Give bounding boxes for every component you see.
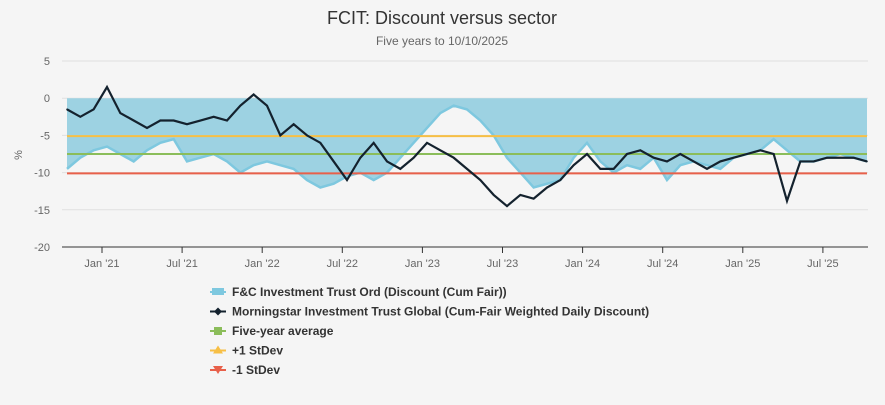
x-tick-label: Jul '22 (327, 258, 358, 270)
x-tick-label: Jul '21 (166, 258, 197, 270)
data-point (666, 160, 668, 163)
data-point (839, 156, 842, 159)
data-point (426, 142, 428, 144)
legend-marker-icon (212, 288, 224, 295)
y-axis-label: % (13, 150, 25, 160)
x-tick-label: Jan '21 (84, 258, 119, 270)
y-tick-label: 5 (44, 56, 50, 68)
triangle-up-icon (213, 345, 223, 354)
data-point (586, 153, 588, 155)
data-point (266, 104, 268, 107)
data-point (826, 156, 828, 159)
legend-item[interactable]: Five-year average (210, 324, 334, 338)
x-tick-label: Jan '24 (565, 258, 600, 270)
data-point (599, 168, 602, 170)
data-point (772, 153, 775, 155)
data-point (132, 119, 135, 122)
data-point (346, 179, 348, 181)
series-area-trust (67, 98, 867, 188)
data-point (679, 153, 682, 155)
data-point (519, 194, 522, 196)
data-point (452, 156, 455, 159)
data-point (492, 194, 495, 196)
data-point (612, 168, 615, 170)
x-tick-label: Jul '24 (647, 258, 678, 270)
data-point (639, 149, 642, 152)
data-point (386, 160, 388, 163)
legend-marker-icon (214, 307, 222, 316)
data-point (692, 160, 695, 163)
legend-label: F&C Investment Trust Ord (Discount (Cum … (232, 285, 507, 299)
legend-item[interactable]: F&C Investment Trust Ord (Discount (Cum … (210, 285, 507, 299)
data-point (559, 179, 562, 181)
data-point (319, 142, 322, 144)
y-tick-label: -10 (34, 168, 50, 180)
chart-subtitle: Five years to 10/10/2025 (376, 34, 508, 48)
data-point (359, 156, 362, 159)
data-point (799, 160, 802, 163)
x-tick-label: Jul '25 (807, 258, 838, 270)
data-point (119, 112, 122, 114)
legend-marker-icon (214, 327, 222, 335)
data-point (79, 116, 82, 118)
data-point (652, 156, 655, 159)
data-point (746, 153, 748, 155)
data-point (372, 142, 375, 144)
data-point (852, 156, 855, 159)
data-point (399, 168, 402, 170)
data-point (226, 119, 228, 122)
data-point (866, 160, 868, 163)
data-point (252, 93, 255, 96)
data-point (812, 160, 815, 163)
data-point (786, 200, 788, 202)
data-point (706, 168, 708, 170)
legend-item[interactable]: Morningstar Investment Trust Global (Cum… (210, 305, 649, 319)
x-tick-label: Jul '23 (487, 258, 518, 270)
x-tick-label: Jan '22 (245, 258, 280, 270)
data-point (759, 149, 762, 152)
legend-label: Five-year average (232, 324, 334, 338)
data-point (479, 179, 482, 181)
x-tick-label: Jan '23 (405, 258, 440, 270)
y-tick-label: 0 (44, 93, 50, 105)
data-point (172, 119, 175, 122)
data-point (279, 134, 282, 137)
legend-label: Morningstar Investment Trust Global (Cum… (232, 305, 649, 319)
x-tick-label: Jan '25 (725, 258, 760, 270)
legend-label: +1 StDev (232, 344, 283, 358)
data-point (466, 168, 468, 170)
y-tick-label: -20 (34, 242, 50, 254)
data-point (332, 160, 335, 163)
data-point (106, 86, 108, 88)
data-point (239, 104, 242, 107)
legend-label: -1 StDev (232, 363, 280, 377)
data-point (146, 127, 148, 129)
data-point (532, 197, 535, 200)
data-point (292, 123, 295, 126)
data-point (186, 123, 188, 126)
data-point (212, 116, 215, 118)
data-point (66, 108, 68, 111)
data-point (439, 149, 442, 152)
data-point (199, 119, 202, 122)
data-point (506, 205, 508, 207)
data-point (412, 156, 415, 159)
y-tick-label: -15 (34, 205, 50, 217)
data-point (732, 156, 735, 159)
data-point (92, 108, 95, 111)
legend-item[interactable]: +1 StDev (210, 344, 283, 358)
data-point (719, 160, 722, 163)
data-point (626, 153, 628, 155)
chart-title: FCIT: Discount versus sector (327, 8, 557, 28)
data-point (306, 134, 308, 137)
y-tick-label: -5 (40, 130, 50, 142)
legend-item[interactable]: -1 StDev (210, 363, 280, 377)
triangle-down-icon (213, 366, 223, 374)
data-point (572, 164, 575, 166)
data-point (546, 186, 548, 189)
data-point (159, 119, 162, 122)
